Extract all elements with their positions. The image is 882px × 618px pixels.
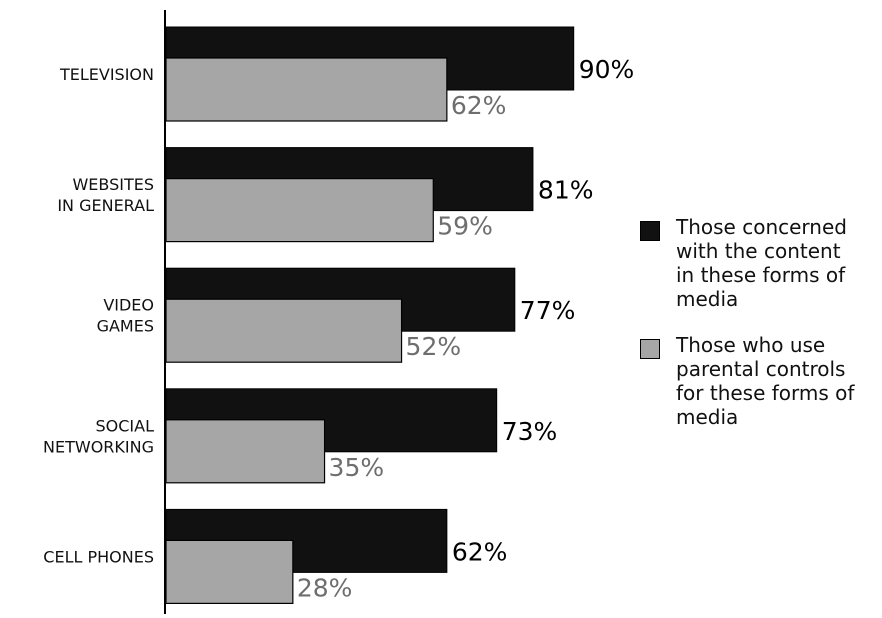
bar-controls — [165, 178, 434, 243]
labels-group: 90% 62% TELEVISION 81% 59% WEBSITES IN GENERAL… — [43, 55, 634, 602]
data-label-concerned: 77% — [520, 296, 576, 325]
category-label: NETWORKING — [43, 437, 154, 456]
data-label-concerned: 81% — [538, 176, 594, 205]
data-label-concerned: 73% — [502, 417, 558, 446]
legend-swatch-concerned — [640, 221, 660, 241]
category-label: CELL PHONES — [43, 547, 154, 566]
data-label-concerned: 62% — [452, 537, 508, 566]
legend-label-concerned-line3: in these forms of — [676, 263, 846, 287]
bars-group — [165, 26, 575, 605]
category-label: SOCIAL — [96, 416, 155, 435]
category-label: IN GENERAL — [57, 196, 154, 215]
legend-label-controls-line4: media — [676, 405, 739, 429]
legend-label-controls-line1: Those who use — [676, 333, 826, 357]
legend-label-concerned-line2: with the content — [676, 239, 841, 263]
category-label: TELEVISION — [59, 65, 154, 84]
legend-label-concerned-line1: Those concerned — [676, 215, 847, 239]
data-label-concerned: 90% — [579, 55, 635, 84]
legend-label-controls-line3: for these forms of — [676, 381, 855, 405]
data-label-controls: 62% — [451, 91, 507, 120]
bar-controls — [165, 57, 448, 122]
bar-controls — [165, 419, 326, 484]
legend: Those concerned with the content in thes… — [640, 215, 875, 429]
category-label: GAMES — [97, 317, 154, 336]
category-label: VIDEO — [103, 296, 154, 315]
data-label-controls: 59% — [437, 212, 493, 241]
category-label: WEBSITES — [72, 175, 154, 194]
bar-controls — [165, 539, 294, 605]
legend-item-controls: Those who use parental controls for thes… — [640, 333, 875, 429]
data-label-controls: 35% — [329, 453, 385, 482]
data-label-controls: 28% — [297, 573, 353, 602]
legend-swatch-controls — [640, 339, 660, 359]
legend-item-concerned: Those concerned with the content in thes… — [640, 215, 875, 311]
legend-label-concerned-line4: media — [676, 287, 739, 311]
data-label-controls: 52% — [406, 332, 462, 361]
bar-controls — [165, 298, 403, 363]
legend-label-controls-line2: parental controls — [676, 357, 846, 381]
